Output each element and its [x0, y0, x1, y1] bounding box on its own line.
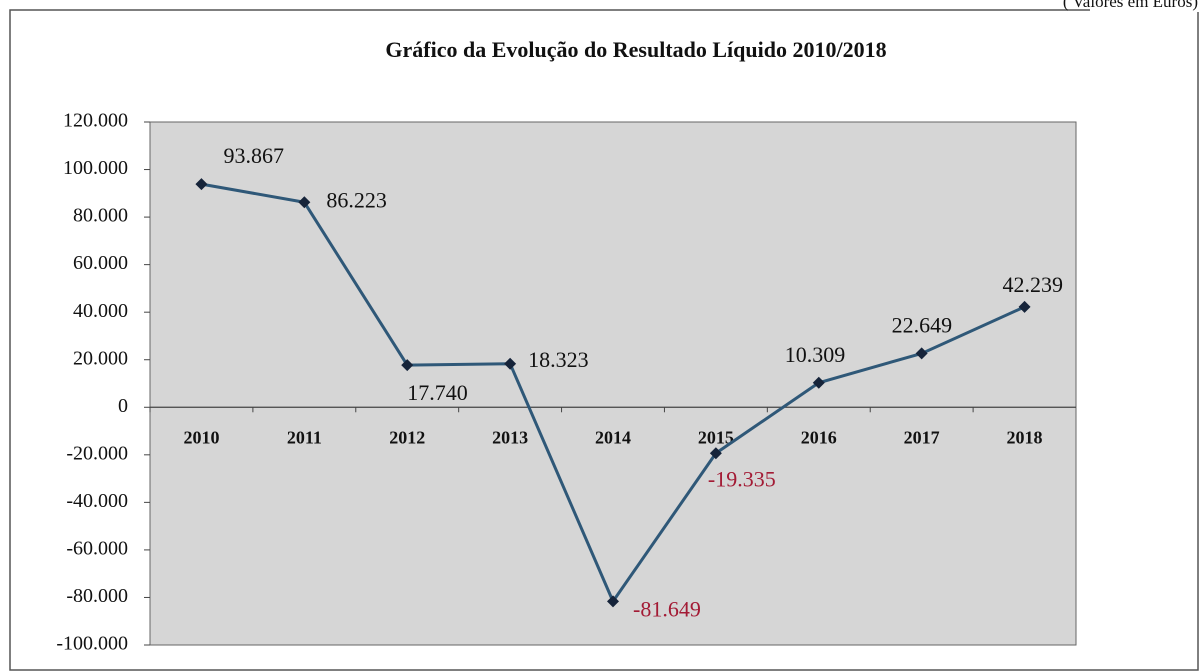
data-label: 18.323 — [528, 347, 589, 372]
subtitle: ( Valores em Euros) — [1063, 0, 1198, 11]
y-tick-label: 0 — [118, 395, 128, 417]
x-tick-label: 2014 — [595, 427, 631, 447]
marker — [401, 359, 414, 372]
marker — [195, 178, 208, 191]
plot-area — [149, 121, 1077, 646]
data-label: 10.309 — [785, 342, 846, 367]
y-tick-label: 60.000 — [73, 252, 128, 274]
y-tick-label: -80.000 — [66, 585, 128, 607]
marker — [812, 376, 825, 389]
x-tick-label: 2015 — [698, 427, 734, 447]
x-tick-label: 2017 — [904, 427, 940, 447]
y-tick-label: 40.000 — [73, 300, 128, 322]
y-tick-label: -40.000 — [66, 490, 128, 512]
x-tick-label: 2011 — [287, 427, 322, 447]
marker — [709, 447, 722, 460]
y-tick-label: 100.000 — [63, 157, 128, 179]
y-tick-label: -60.000 — [66, 538, 128, 560]
x-tick-label: 2013 — [492, 427, 528, 447]
x-tick-label: 2010 — [183, 427, 219, 447]
x-tick-label: 2016 — [801, 427, 837, 447]
data-label: -19.335 — [708, 466, 776, 491]
y-tick-label: 20.000 — [73, 347, 128, 369]
marker — [1018, 300, 1031, 313]
marker — [504, 357, 517, 370]
data-label: 93.867 — [223, 143, 284, 168]
marker — [915, 347, 928, 360]
x-tick-label: 2018 — [1007, 427, 1043, 447]
y-tick-label: 80.000 — [73, 205, 128, 227]
data-label: 86.223 — [326, 187, 387, 212]
data-label: 17.740 — [407, 380, 468, 405]
x-tick-label: 2012 — [389, 427, 425, 447]
y-tick-label: -20.000 — [66, 442, 128, 464]
chart-title: Gráfico da Evolução do Resultado Líquido… — [385, 37, 886, 62]
subtitle-backdrop — [1090, 0, 1203, 12]
y-tick-label: -100.000 — [56, 633, 128, 655]
data-label: -81.649 — [633, 596, 701, 621]
data-label: 42.239 — [1003, 272, 1064, 297]
marker — [607, 595, 619, 608]
data-label: 22.649 — [892, 312, 953, 337]
marker — [298, 196, 311, 209]
y-tick-label: 120.000 — [63, 110, 128, 132]
